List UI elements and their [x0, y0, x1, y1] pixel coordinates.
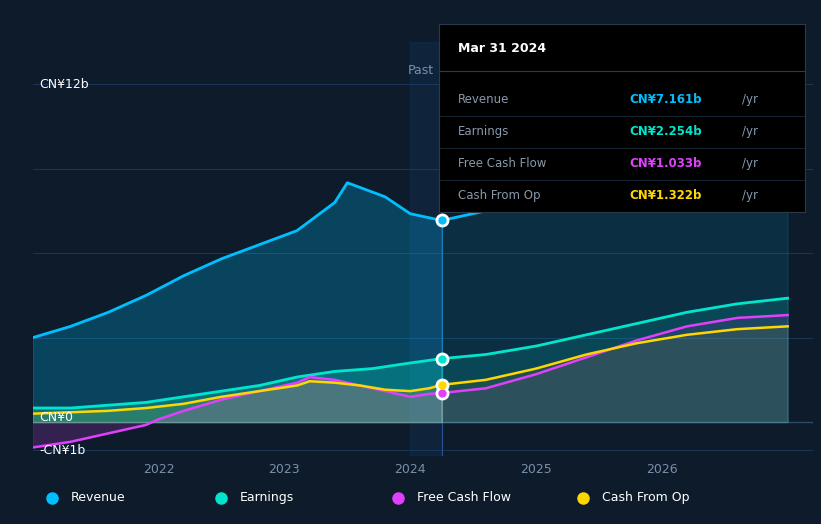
Text: Revenue: Revenue: [71, 492, 126, 504]
Text: Mar 31 2024: Mar 31 2024: [457, 42, 546, 56]
Text: Cash From Op: Cash From Op: [602, 492, 690, 504]
Text: 2026: 2026: [646, 463, 677, 476]
Text: Free Cash Flow: Free Cash Flow: [457, 157, 546, 170]
Text: Earnings: Earnings: [240, 492, 294, 504]
Text: CN¥12b: CN¥12b: [39, 78, 89, 91]
Text: Cash From Op: Cash From Op: [457, 189, 540, 202]
Text: 2024: 2024: [394, 463, 426, 476]
Text: Analysts Forecasts: Analysts Forecasts: [454, 63, 571, 77]
Text: 2022: 2022: [143, 463, 174, 476]
Text: 2025: 2025: [521, 463, 552, 476]
Text: -CN¥1b: -CN¥1b: [39, 444, 85, 457]
Text: CN¥7.161b: CN¥7.161b: [629, 93, 702, 105]
Text: /yr: /yr: [742, 189, 759, 202]
Text: CN¥0: CN¥0: [39, 411, 73, 424]
Text: CN¥1.322b: CN¥1.322b: [629, 189, 702, 202]
Bar: [410, 42, 442, 456]
Text: CN¥2.254b: CN¥2.254b: [629, 125, 702, 138]
Text: Free Cash Flow: Free Cash Flow: [417, 492, 511, 504]
Text: Past: Past: [408, 63, 434, 77]
Text: /yr: /yr: [742, 125, 759, 138]
Text: /yr: /yr: [742, 157, 759, 170]
Text: CN¥1.033b: CN¥1.033b: [629, 157, 702, 170]
Text: 2023: 2023: [268, 463, 300, 476]
Text: Earnings: Earnings: [457, 125, 509, 138]
Text: Revenue: Revenue: [457, 93, 509, 105]
Text: /yr: /yr: [742, 93, 759, 105]
